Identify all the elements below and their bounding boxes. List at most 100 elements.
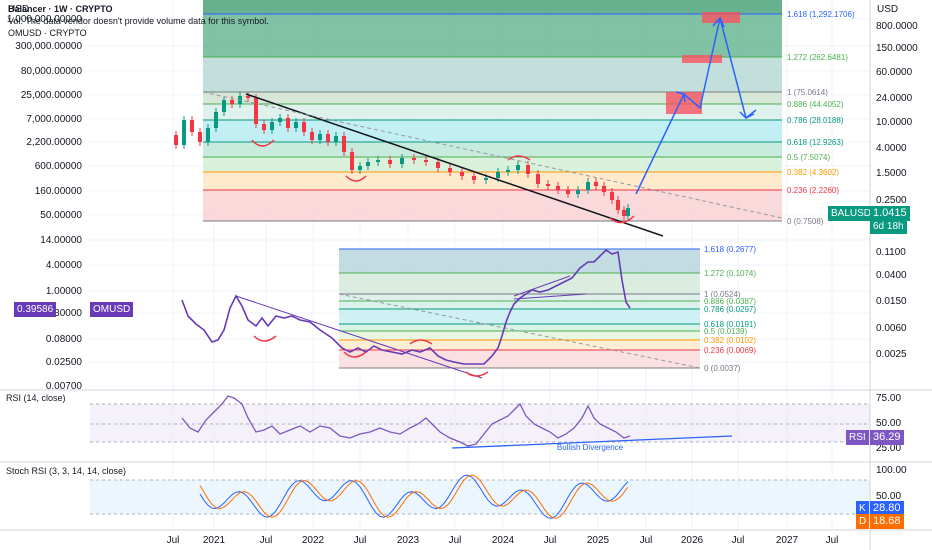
bottom-arc-marker	[409, 339, 433, 345]
om-price-line	[181, 248, 631, 365]
bottom-arc-marker	[609, 215, 635, 224]
fib-level-label: 1.618 (0.2677)	[704, 245, 756, 254]
bal-candle-body	[436, 162, 440, 168]
left-tick-label: 0.30000	[46, 308, 83, 319]
fib-level-label: 1 (0.0524)	[704, 290, 741, 299]
bal-candle-body	[616, 200, 620, 210]
left-tick-label: 0.00700	[46, 381, 83, 392]
bal-candle-body	[318, 134, 322, 140]
fib-level-label: 1.272 (0.1074)	[704, 269, 756, 278]
left-tick-label: 25,000.00000	[21, 90, 83, 101]
fib-level-label: 0.886 (0.0387)	[704, 297, 756, 306]
rsi-tick-label: 25.00	[876, 443, 901, 454]
bal-candle-body	[400, 158, 404, 164]
target-box-3	[702, 12, 740, 23]
right-tick-label: 0.0060	[876, 323, 907, 334]
bal-candle-body	[174, 135, 178, 145]
projection-arrowhead-1	[675, 91, 686, 103]
x-tick-label: Jul	[732, 535, 745, 546]
bal-symbol-badge: BALUSD	[828, 206, 875, 221]
left-tick-label: 50.00000	[40, 210, 82, 221]
right-tick-label: 0.0150	[876, 296, 907, 307]
bal-candle-body	[526, 165, 530, 174]
bal-candle-body	[222, 100, 226, 112]
fib-level-label: 0.5 (7.5074)	[787, 153, 830, 162]
bottom-arc-marker	[253, 335, 277, 342]
fib-level-label: 1 (75.0614)	[787, 88, 828, 97]
volume-note: Vol: The data vendor doesn't provide vol…	[8, 16, 269, 26]
fib-level-label: 0 (0.0037)	[704, 364, 741, 373]
fib-level-label: 0 (0.7508)	[787, 217, 824, 226]
bal-candles	[174, 92, 630, 220]
bal-candle-body	[626, 208, 630, 216]
right-tick-label: 24.0000	[876, 93, 913, 104]
bottom-arc-marker	[465, 371, 489, 377]
fib-zone	[339, 350, 700, 368]
fib-zone	[203, 157, 782, 172]
bal-candle-body	[566, 190, 570, 194]
bal-candle-body	[388, 160, 392, 164]
stoch-tick-label: 100.00	[876, 465, 907, 476]
rsi-band	[90, 404, 870, 442]
bal-candle-body	[334, 136, 338, 142]
x-tick-label: 2023	[397, 535, 420, 546]
bal-candle-body	[342, 136, 346, 152]
x-tick-label: 2027	[776, 535, 799, 546]
right-tick-label: 0.2500	[876, 195, 907, 206]
bal-candle-body	[484, 178, 488, 180]
rsi-value-badge: 36.29	[870, 430, 904, 445]
x-tick-label: Jul	[167, 535, 180, 546]
stoch-tick-label: 50.00	[876, 491, 901, 502]
x-tick-label: 2022	[302, 535, 325, 546]
left-tick-label: 600.00000	[35, 161, 83, 172]
left-axis-unit: USD	[8, 4, 29, 15]
left-tick-label: 7,000.00000	[26, 114, 82, 125]
x-tick-label: 2026	[681, 535, 704, 546]
bal-candle-body	[326, 134, 330, 142]
right-tick-label: 10.0000	[876, 117, 913, 128]
bal-downtrend-line	[245, 93, 664, 237]
bal-candle-body	[286, 118, 290, 128]
fib-level-label: 1.272 (262.6481)	[787, 53, 848, 62]
chart-drawings	[202, 12, 783, 379]
rsi-tick-label: 50.00	[876, 418, 901, 429]
stoch-d-line	[199, 474, 629, 519]
fib-level-label: 0.786 (28.0188)	[787, 116, 844, 125]
bal-candle-body	[496, 172, 500, 178]
fib-level-label: 0.618 (0.0191)	[704, 320, 756, 329]
bal-candle-body	[610, 192, 614, 200]
x-tick-label: Jul	[354, 535, 367, 546]
target-box-2	[682, 55, 722, 63]
bal-countdown-badge: 6d 18h	[870, 219, 907, 234]
x-tick-label: Jul	[449, 535, 462, 546]
bal-candle-body	[472, 176, 476, 180]
chart-legend: Balancer · 1W · CRYPTO Vol: The data ven…	[8, 3, 269, 39]
bal-candle-body	[546, 184, 550, 186]
bal-candle-body	[460, 172, 464, 176]
fib-zone-top	[203, 0, 782, 14]
target-box-1	[666, 92, 702, 114]
fib-level-label: 0.236 (0.0069)	[704, 346, 756, 355]
fib-retracement-bal: 1.618 (1,292.1706) 1.272 (262.6481) 1 (75.…	[203, 0, 855, 226]
bal-candle-body	[602, 186, 606, 192]
bal-candle-body	[310, 132, 314, 140]
bal-candle-body	[376, 160, 380, 162]
om-channel-upper	[513, 275, 571, 297]
fib-zone	[203, 92, 782, 104]
stoch-d-label: D	[856, 514, 870, 529]
fib-level-label: 0.382 (4.3602)	[787, 168, 839, 177]
fib-zone	[203, 120, 782, 142]
chart-title: Balancer · 1W · CRYPTO	[8, 4, 113, 14]
x-tick-label: Jul	[260, 535, 273, 546]
rsi-pane: 75.00 50.00 25.00 Bullish Divergence	[90, 393, 901, 454]
bal-candle-body	[206, 128, 210, 142]
bal-candle-body	[366, 162, 370, 166]
bullish-divergence-label: Bullish Divergence	[557, 443, 624, 452]
bal-candle-body	[302, 122, 306, 132]
stoch-d-value: 18.68	[870, 514, 904, 529]
fib-zone	[203, 104, 782, 120]
second-symbol: OMUSD · CRYPTO	[8, 28, 87, 38]
om-price-badge: 0.39586	[14, 302, 57, 317]
